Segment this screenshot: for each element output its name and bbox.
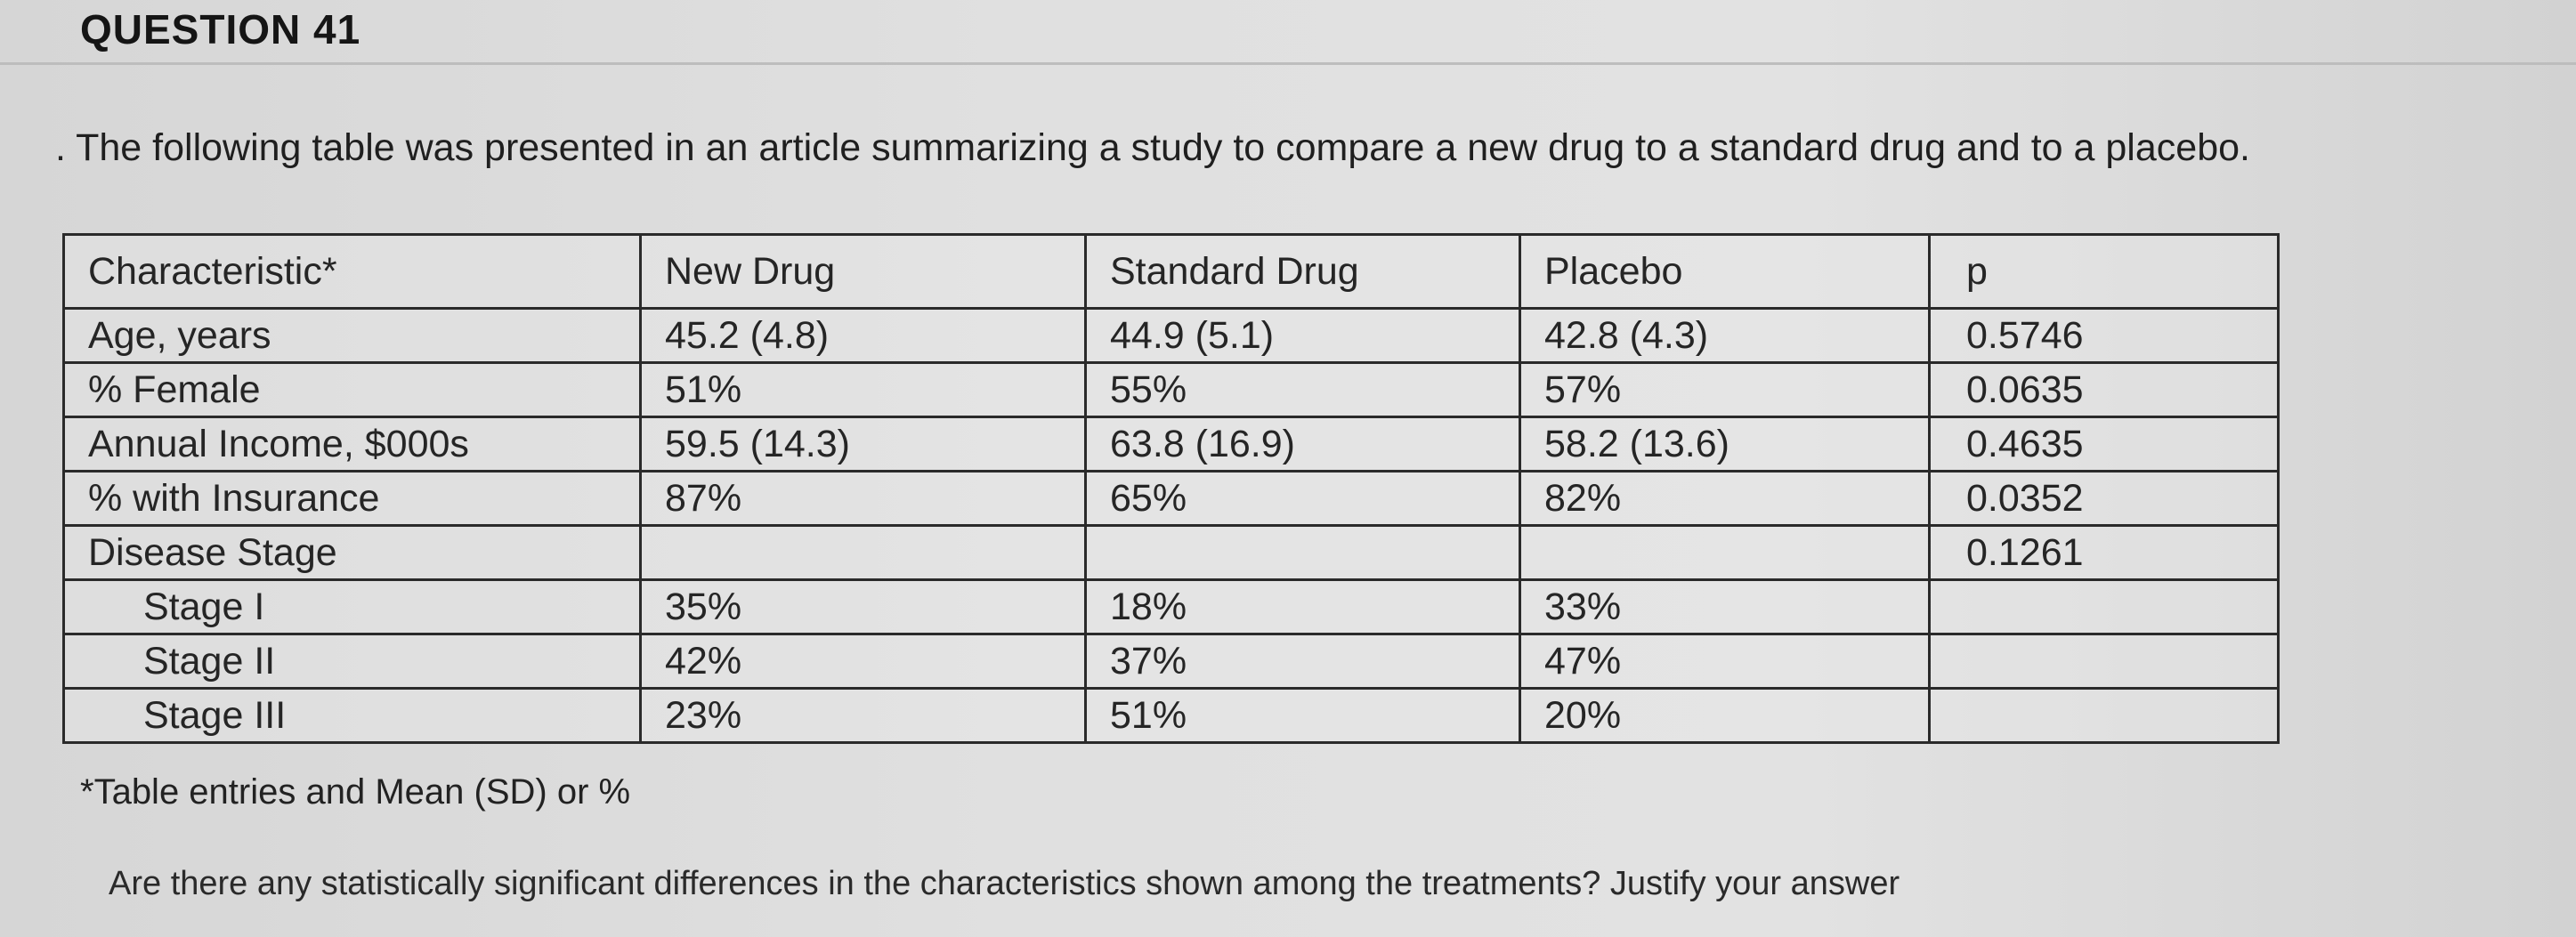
header-placebo: Placebo xyxy=(1519,233,1931,310)
table-row: % with Insurance 87% 65% 82% 0.0352 xyxy=(62,470,2280,527)
cell-p: 0.1261 xyxy=(1928,524,2280,581)
cell-placebo: 47% xyxy=(1519,633,1931,690)
cell-characteristic: Age, years xyxy=(62,307,642,364)
question-header: QUESTION 41 xyxy=(0,0,2576,65)
cell-placebo: 33% xyxy=(1519,578,1931,635)
cell-characteristic: % with Insurance xyxy=(62,470,642,527)
cell-standard-drug: 37% xyxy=(1084,633,1521,690)
cell-placebo: 57% xyxy=(1519,361,1931,418)
header-characteristic: Characteristic* xyxy=(62,233,642,310)
cell-new-drug: 45.2 (4.8) xyxy=(639,307,1087,364)
header-standard-drug: Standard Drug xyxy=(1084,233,1521,310)
table-row: Age, years 45.2 (4.8) 44.9 (5.1) 42.8 (4… xyxy=(62,307,2280,364)
cell-new-drug: 87% xyxy=(639,470,1087,527)
cell-characteristic: % Female xyxy=(62,361,642,418)
cell-characteristic: Stage II xyxy=(62,633,642,690)
cell-p: 0.0635 xyxy=(1928,361,2280,418)
cell-standard-drug: 18% xyxy=(1084,578,1521,635)
cell-standard-drug: 51% xyxy=(1084,687,1521,744)
cell-characteristic: Stage III xyxy=(62,687,642,744)
cell-p xyxy=(1928,687,2280,744)
question-title: QUESTION 41 xyxy=(80,6,361,53)
table-header-row: Characteristic* New Drug Standard Drug P… xyxy=(62,233,2280,310)
table-row: % Female 51% 55% 57% 0.0635 xyxy=(62,361,2280,418)
cell-new-drug: 59.5 (14.3) xyxy=(639,416,1087,473)
header-p: p xyxy=(1928,233,2280,310)
cell-new-drug xyxy=(639,524,1087,581)
question-intro: . The following table was presented in a… xyxy=(55,126,2250,169)
table-row: Stage II 42% 37% 47% xyxy=(62,633,2280,690)
cell-p xyxy=(1928,633,2280,690)
cell-standard-drug: 55% xyxy=(1084,361,1521,418)
table-footnote: *Table entries and Mean (SD) or % xyxy=(80,772,631,812)
cell-placebo: 58.2 (13.6) xyxy=(1519,416,1931,473)
cell-standard-drug xyxy=(1084,524,1521,581)
cell-placebo xyxy=(1519,524,1931,581)
cell-p: 0.5746 xyxy=(1928,307,2280,364)
table-row: Disease Stage 0.1261 xyxy=(62,524,2280,581)
cell-new-drug: 23% xyxy=(639,687,1087,744)
cell-placebo: 82% xyxy=(1519,470,1931,527)
cell-characteristic: Stage I xyxy=(62,578,642,635)
cell-standard-drug: 44.9 (5.1) xyxy=(1084,307,1521,364)
cell-standard-drug: 63.8 (16.9) xyxy=(1084,416,1521,473)
cell-standard-drug: 65% xyxy=(1084,470,1521,527)
follow-up-question: Are there any statistically significant … xyxy=(109,865,1900,902)
cell-characteristic: Annual Income, $000s xyxy=(62,416,642,473)
table-row: Stage I 35% 18% 33% xyxy=(62,578,2280,635)
cell-p xyxy=(1928,578,2280,635)
cell-new-drug: 35% xyxy=(639,578,1087,635)
cell-new-drug: 42% xyxy=(639,633,1087,690)
characteristics-table: Characteristic* New Drug Standard Drug P… xyxy=(62,233,2280,744)
cell-placebo: 20% xyxy=(1519,687,1931,744)
table-row: Annual Income, $000s 59.5 (14.3) 63.8 (1… xyxy=(62,416,2280,473)
header-new-drug: New Drug xyxy=(639,233,1087,310)
cell-characteristic: Disease Stage xyxy=(62,524,642,581)
cell-p: 0.4635 xyxy=(1928,416,2280,473)
cell-placebo: 42.8 (4.3) xyxy=(1519,307,1931,364)
cell-p: 0.0352 xyxy=(1928,470,2280,527)
table-row: Stage III 23% 51% 20% xyxy=(62,687,2280,744)
cell-new-drug: 51% xyxy=(639,361,1087,418)
